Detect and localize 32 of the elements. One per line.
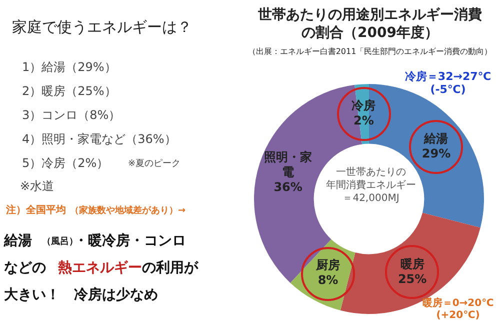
- slice-label: 厨房: [315, 258, 340, 272]
- data-label: 25%: [398, 272, 427, 286]
- text: の利用が: [142, 260, 198, 277]
- chart-subtitle: （出展：エネルギー白書2011「民生部門のエネルギー消費の動向）: [246, 46, 494, 57]
- text: 5）冷房（2%）: [22, 156, 109, 170]
- text: ※夏のピーク: [128, 159, 181, 170]
- text: 大きい！ 冷房は少なめ: [4, 287, 158, 304]
- slice-label: 照明・家電: [264, 150, 312, 179]
- data-label: 8%: [318, 273, 338, 288]
- slice-label: 給湯: [423, 131, 448, 146]
- text: 注）全国平均: [6, 205, 66, 217]
- slice-label: 暖房: [400, 256, 424, 271]
- chart-title: 世帯あたりの用途別エネルギー消費の割合（2009年度）: [257, 6, 483, 42]
- text: 暖房＝0→20℃ (+20℃): [421, 298, 495, 322]
- text: 冷房＝32→27℃ (-5℃): [404, 70, 492, 96]
- data-label: 36%: [274, 180, 302, 194]
- slice-label: 冷房: [352, 98, 376, 113]
- text: 一世帯あたりの: [335, 167, 407, 179]
- data-label: 29%: [422, 146, 451, 160]
- text: ※水道: [20, 179, 54, 194]
- text: 2）暖房（25%）: [22, 84, 116, 98]
- text: （家族数や地域差があり）→: [70, 206, 186, 217]
- text: 3）コンロ（8%）: [22, 108, 121, 122]
- text: ＝42,000MJ: [342, 193, 400, 205]
- data-label: 2%: [353, 114, 374, 128]
- text: 熱エネルギー: [58, 260, 142, 277]
- text: 年間消費エネルギー: [325, 180, 417, 192]
- text: などの: [4, 260, 46, 277]
- text: 4）照明・家電など（36%）: [22, 132, 176, 146]
- text: 家庭で使うエネルギーは？: [12, 18, 192, 36]
- text: 給湯: [4, 233, 32, 250]
- text: 1）給湯（29%）: [22, 60, 116, 74]
